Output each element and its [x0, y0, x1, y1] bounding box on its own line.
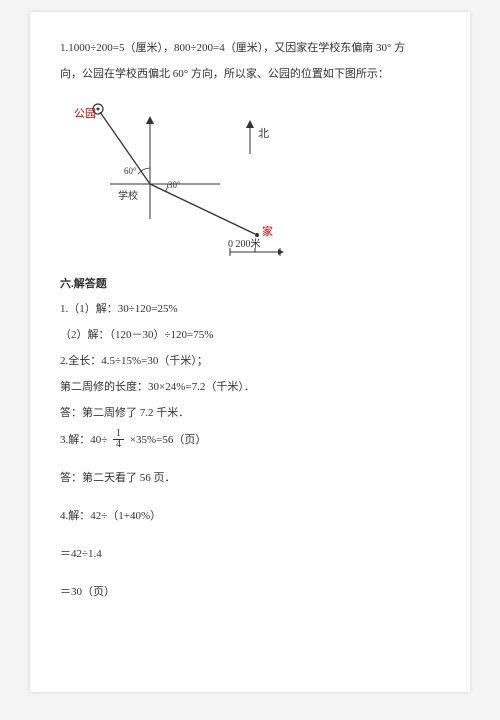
q2-line2: 第二周修的长度：30×24%=7.2（千米）．	[60, 375, 440, 399]
label-scale: 0 200米	[228, 234, 261, 256]
fraction-1-4: 1 4	[113, 429, 124, 450]
document-page: 1.1000÷200=5（厘米），800÷200=4（厘米），又因家在学校东偏南…	[30, 12, 470, 692]
q3-answer: 答：第二天看了 56 页．	[60, 466, 440, 490]
q1-part1: 1.（1）解：30÷120=25%	[60, 297, 440, 321]
q3-pre: 3.解：40÷	[60, 434, 107, 446]
intro-line-1: 1.1000÷200=5（厘米），800÷200=4（厘米），又因家在学校东偏南…	[60, 36, 440, 60]
spacer	[60, 492, 440, 504]
q4-line2: ＝42÷1.4	[60, 542, 440, 566]
q4-line1: 4.解：42÷（1+40%）	[60, 504, 440, 528]
label-angle30: 30°	[168, 176, 181, 196]
label-school: 学校	[118, 186, 138, 208]
geometry-diagram: 公园 北 60° 30° 学校 家 0 200米	[80, 94, 300, 264]
spacer	[60, 530, 440, 542]
label-angle60: 60°	[124, 162, 137, 182]
q1-part2: （2）解：（120－30）÷120=75%	[60, 323, 440, 347]
spacer	[60, 568, 440, 580]
q2-answer: 答：第二周修了 7.2 千米．	[60, 401, 440, 425]
label-park: 公园	[74, 102, 96, 126]
label-north: 北	[258, 122, 269, 146]
frac-denominator: 4	[113, 440, 124, 450]
label-home: 家	[262, 220, 273, 244]
q2-line1: 2.全长：4.5÷15%=30（千米）；	[60, 349, 440, 373]
q3-line1: 3.解：40÷ 1 4 ×35%=56（页）	[60, 428, 440, 452]
intro-line-2: 向，公园在学校西偏北 60° 方向，所以家、公园的位置如下图所示：	[60, 62, 440, 86]
spacer	[60, 454, 440, 466]
q4-line3: ＝30（页）	[60, 580, 440, 604]
section-6-title: 六.解答题	[60, 272, 440, 296]
q3-post: ×35%=56（页）	[130, 434, 207, 446]
